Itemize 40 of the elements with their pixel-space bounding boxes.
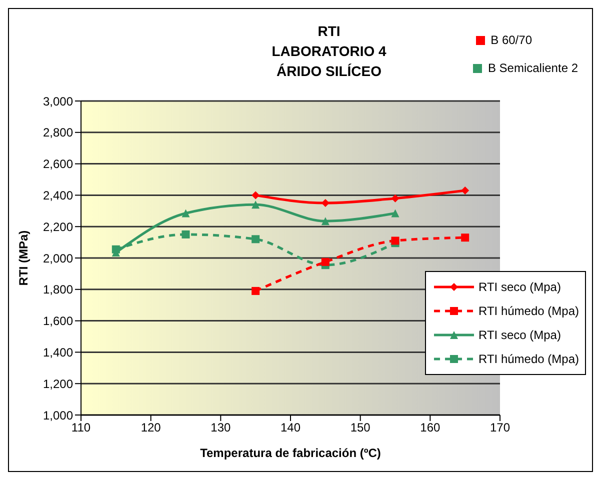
point — [391, 236, 400, 245]
legend-label: RTI seco (Mpa) — [478, 280, 561, 294]
point — [182, 230, 190, 238]
y-tick-label: 2,800 — [42, 126, 74, 140]
y-tick-label: 1,200 — [42, 376, 74, 391]
text: B Semicaliente 2 — [488, 61, 578, 75]
y-tick-label: 2,200 — [42, 220, 74, 234]
point — [461, 234, 470, 242]
x-tick-label: 110 — [71, 420, 91, 435]
y-tick-label: 2,000 — [42, 251, 74, 266]
y-axis-title: RTI (MPa) — [16, 230, 30, 286]
y-tick-label: 3,000 — [42, 94, 74, 108]
x-tick-label: 150 — [350, 420, 371, 435]
y-tick-label: 2,400 — [42, 188, 74, 202]
point — [182, 209, 190, 218]
x-tick-label: 160 — [420, 420, 440, 435]
point — [391, 209, 400, 218]
x-tick-label: 120 — [140, 420, 162, 435]
x-tick-label: 130 — [210, 420, 231, 435]
text: B 60/70 — [490, 33, 532, 47]
x-tick-label: 170 — [490, 420, 510, 435]
point — [321, 258, 330, 266]
point — [321, 217, 330, 226]
point — [461, 186, 470, 194]
point — [391, 194, 400, 202]
point — [252, 286, 260, 295]
point — [252, 200, 260, 209]
y-tick-label: 1,400 — [42, 345, 74, 360]
x-tick-label: 140 — [280, 420, 301, 435]
chart-title: RTI LABORATORIO 4 ÁRIDO SILÍCEO — [270, 22, 388, 81]
y-tick-label: 2,600 — [42, 157, 74, 172]
legend-label: RTI húmedo (Mpa) — [478, 304, 579, 318]
point — [252, 235, 260, 244]
point — [252, 191, 260, 200]
y-tick-label: 1,000 — [42, 408, 74, 422]
x-axis-title: Temperatura de fabricación (ºC) — [200, 446, 381, 460]
y-tick-label: 1,800 — [42, 282, 74, 297]
legend-label: RTI seco (Mpa) — [478, 328, 561, 342]
legend-label: RTI húmedo (Mpa) — [478, 352, 579, 366]
y-tick-label: 1,600 — [42, 314, 74, 328]
